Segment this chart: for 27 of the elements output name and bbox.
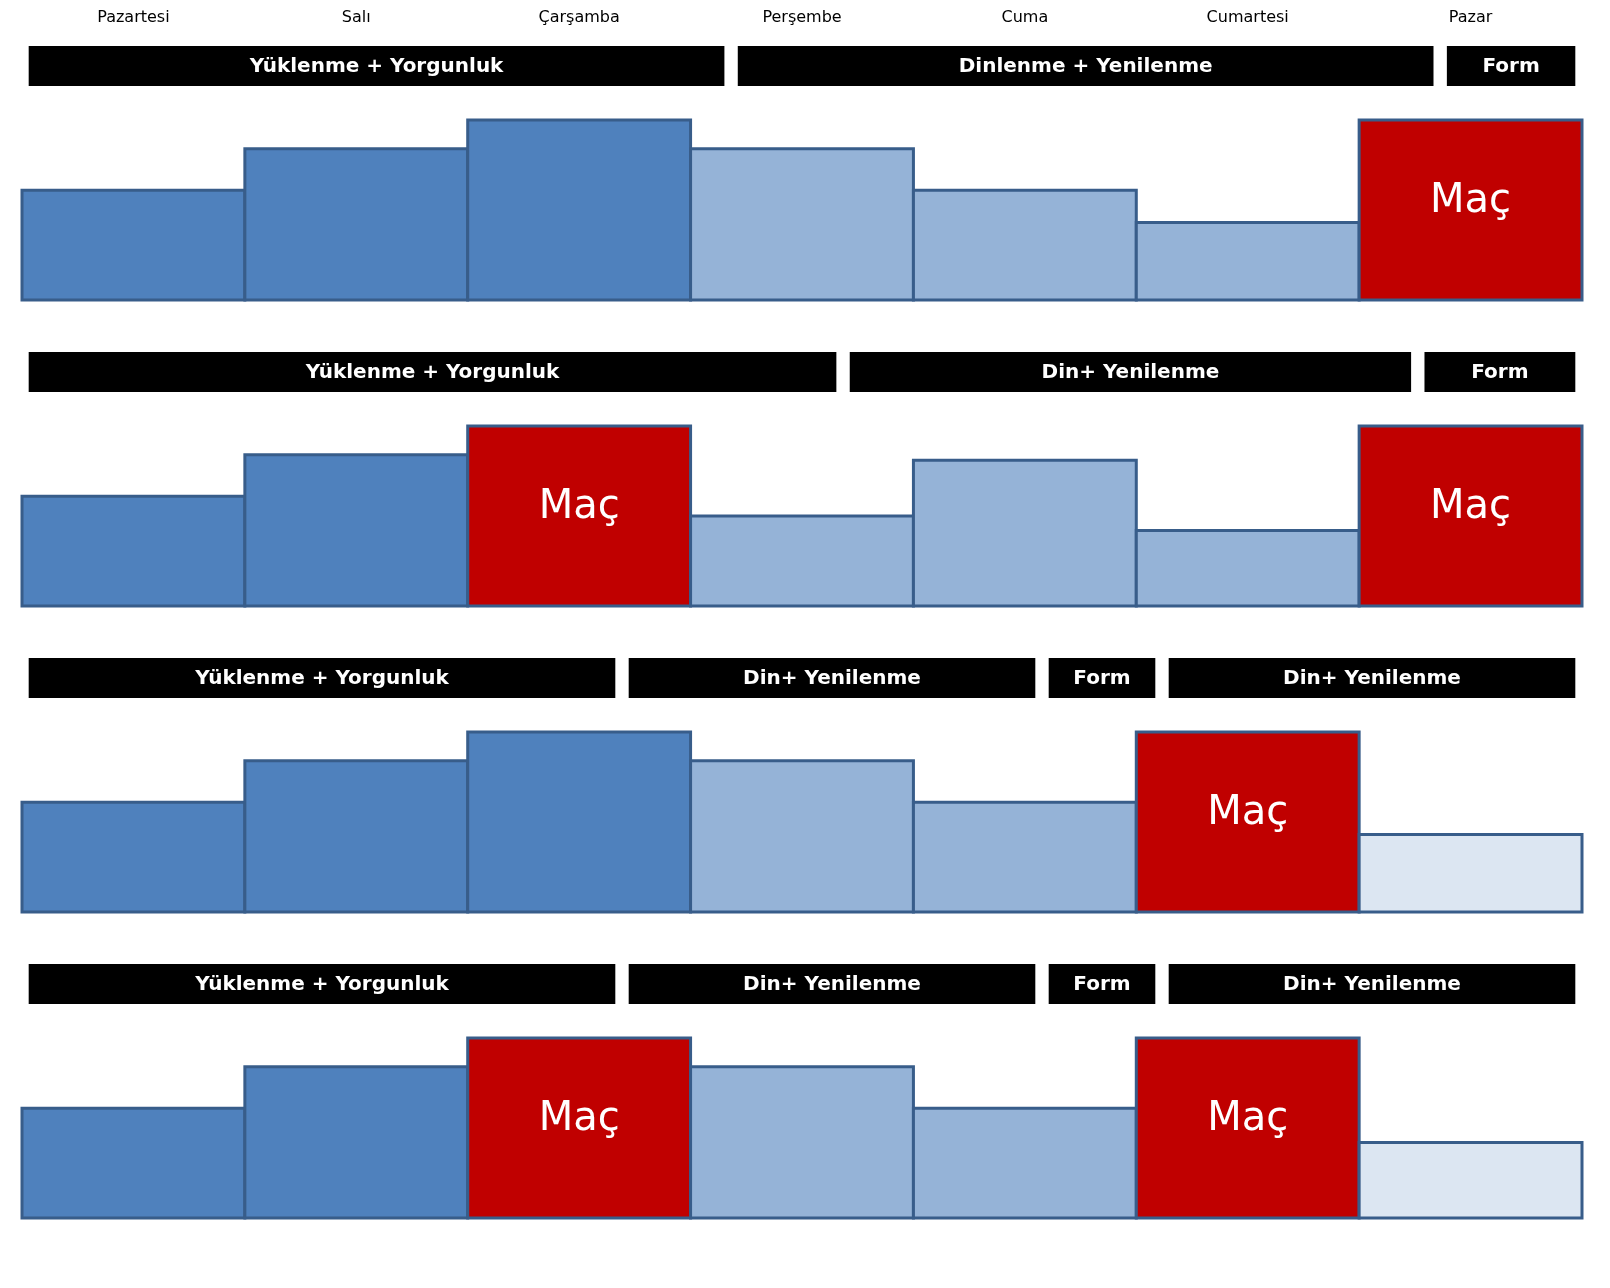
text: Din+ Yenilenme [1283,665,1461,689]
x-tick-label: Çarşamba [538,6,620,26]
text: Din+ Yenilenme [1283,971,1461,995]
annotation: Maç [1430,481,1512,527]
x-tick-label: Cuma [1001,6,1049,26]
text: Form [1073,971,1131,995]
text: Din+ Yenilenme [1041,359,1220,383]
x-tick-label: Cumartesi [1206,6,1289,26]
text: Dinlenme + Yenilenme [958,53,1213,77]
annotation: Maç [1207,787,1289,833]
text: Din+ Yenilenme [743,665,921,689]
annotation: Maç [1430,175,1512,221]
annotation: Maç [538,481,620,527]
text: Yüklenme + Yorgunluk [194,665,450,689]
x-tick-label: Pazar [1448,6,1493,26]
text: Yüklenme + Yorgunluk [248,53,505,77]
x-tick-label: Pazartesi [97,6,170,26]
text: Form [1471,359,1529,383]
text: Yüklenme + Yorgunluk [194,971,450,995]
text: Yüklenme + Yorgunluk [304,359,561,383]
x-tick-label: Perşembe [762,6,842,26]
text: Form [1482,53,1540,77]
annotation: Maç [1207,1093,1289,1139]
x-tick-label: Salı [341,6,371,26]
annotation: Maç [538,1093,620,1139]
text: Form [1073,665,1131,689]
text: Din+ Yenilenme [743,971,921,995]
